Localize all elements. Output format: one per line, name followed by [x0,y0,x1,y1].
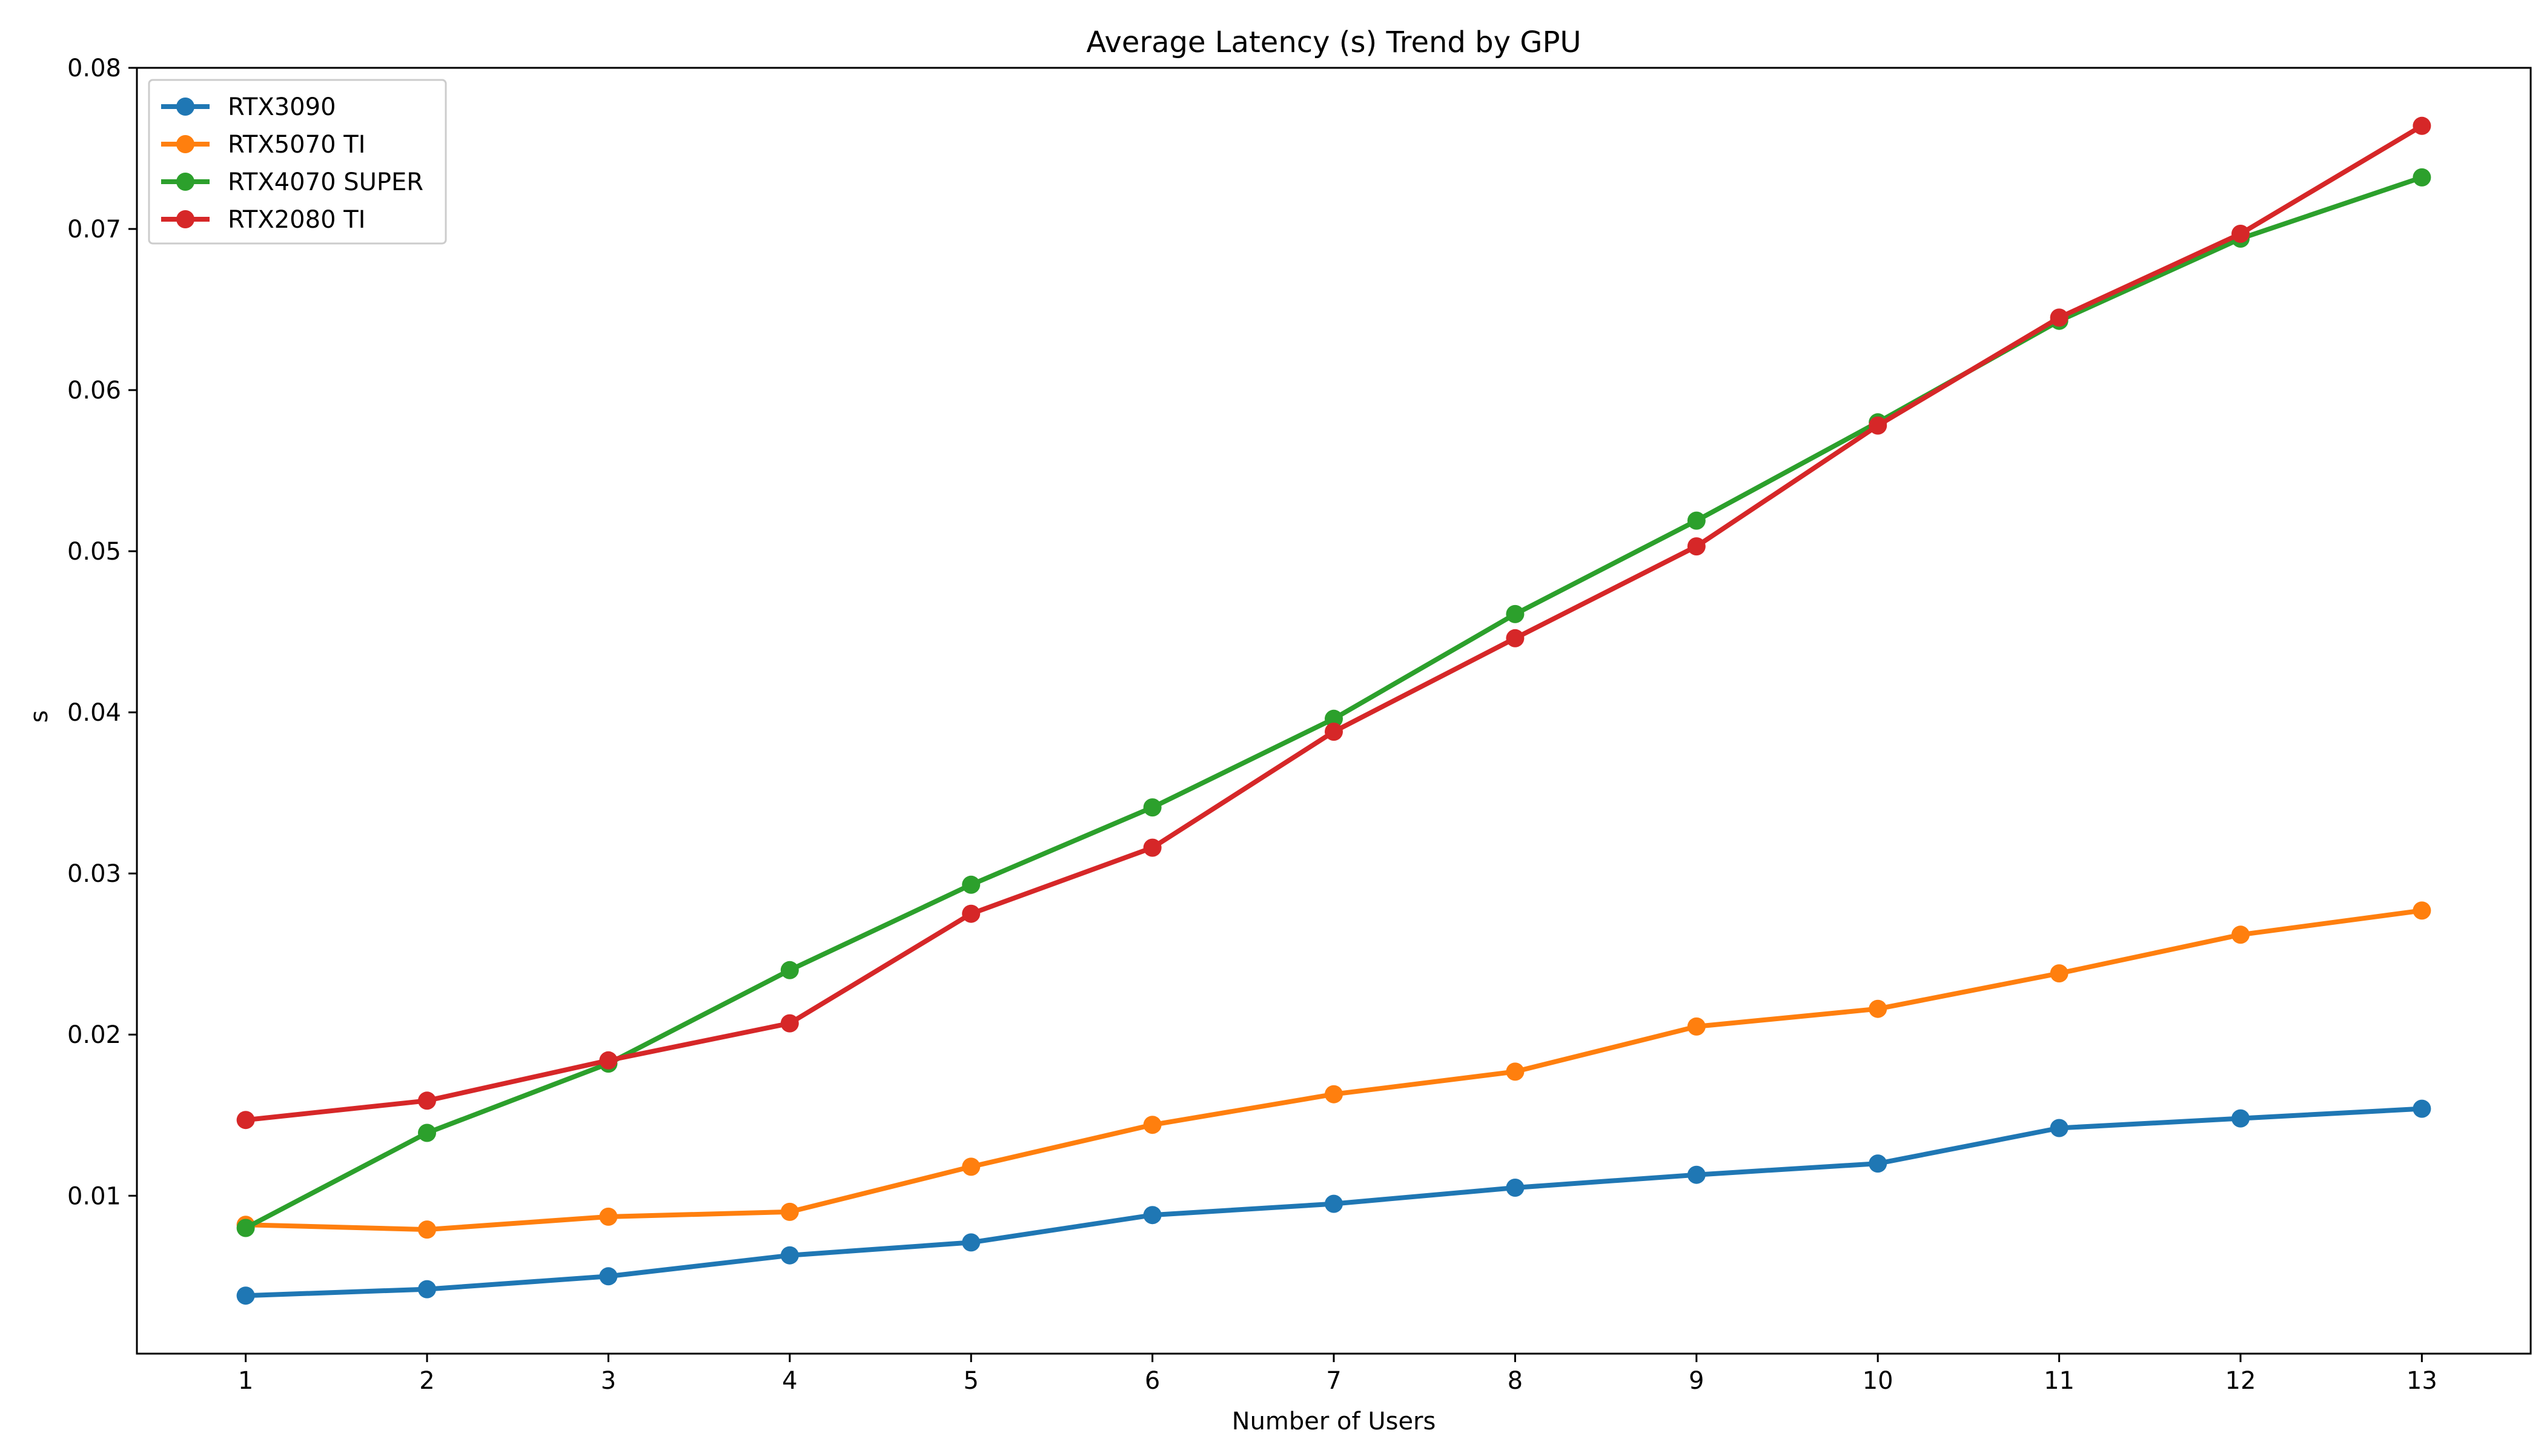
data-point [962,1157,981,1176]
x-tick-label: 12 [2225,1367,2256,1395]
x-tick-label: 1 [238,1367,253,1395]
y-tick-label: 0.01 [67,1182,121,1210]
data-point [780,1202,799,1221]
data-point [2413,1099,2431,1118]
y-tick-label: 0.03 [67,860,121,888]
legend-item: RTX3090 [161,93,336,121]
data-point [599,1267,618,1286]
data-point [1687,1017,1706,1036]
x-tick-label: 4 [782,1367,797,1395]
data-point [236,1286,255,1305]
data-point [1325,1194,1343,1213]
x-tick-label: 7 [1326,1367,1341,1395]
y-axis-label: s [25,710,53,723]
data-point [1325,709,1343,728]
x-tick-label: 10 [1863,1367,1893,1395]
series-rtx3090 [236,1099,2431,1305]
legend-marker [176,210,194,228]
x-tick-label: 5 [963,1367,978,1395]
legend-item: RTX5070 TI [161,131,365,159]
data-point [962,1233,981,1252]
legend-label: RTX4070 SUPER [228,168,423,196]
x-tick-label: 6 [1145,1367,1160,1395]
data-point [1869,416,1887,435]
data-point [780,1246,799,1265]
x-tick-label: 3 [601,1367,616,1395]
data-point [1687,537,1706,556]
x-tick-label: 9 [1689,1367,1704,1395]
data-point [2413,168,2431,187]
legend-item: RTX2080 TI [161,206,365,234]
y-tick-label: 0.02 [67,1021,121,1049]
legend-marker [176,135,194,153]
data-point [1506,629,1525,647]
data-point [2050,964,2069,983]
legend-box [148,79,447,245]
y-tick-label: 0.08 [67,55,121,82]
chart-title: Average Latency (s) Trend by GPU [1086,25,1581,59]
plot-area [236,116,2431,1305]
data-point [1143,798,1162,817]
legend-label: RTX3090 [228,93,336,121]
legend-marker [176,98,194,116]
data-point [418,1091,436,1110]
data-point [2231,1109,2250,1128]
data-point [1506,1062,1525,1081]
y-tick-label: 0.06 [67,377,121,405]
legend-label: RTX2080 TI [228,206,365,234]
data-point [2050,1119,2069,1137]
data-point [780,1014,799,1033]
data-point [599,1207,618,1226]
series-rtx5070-ti [236,901,2431,1239]
data-point [1869,1154,1887,1173]
axes: 1 2 3 4 5 6 7 8 9 10 11 12 130.010.020.030.040.050.0… [67,55,2532,1395]
data-point [2231,225,2250,243]
data-point [1325,723,1343,741]
y-tick-label: 0.04 [67,699,121,727]
y-tick-label: 0.07 [67,216,121,243]
y-tick-label: 0.05 [67,538,121,566]
data-point [1687,511,1706,530]
x-tick-label: 2 [419,1367,434,1395]
data-point [418,1280,436,1299]
data-point [2231,925,2250,944]
data-point [1869,999,1887,1018]
data-point [599,1051,618,1070]
data-point [962,875,981,894]
data-point [236,1111,255,1130]
x-tick-label: 13 [2407,1367,2437,1395]
series-rtx2080-ti [236,116,2431,1130]
legend-item: RTX4070 SUPER [161,168,423,196]
data-point [2413,116,2431,135]
legend: RTX3090 RTX5070 TI RTX4070 SUPER RTX2080 TI [148,79,447,245]
data-point [1143,1206,1162,1225]
data-point [236,1219,255,1237]
data-point [418,1123,436,1142]
data-point [418,1220,436,1239]
legend-marker [176,173,194,191]
data-point [962,904,981,923]
data-point [1506,1179,1525,1197]
data-point [1143,838,1162,857]
data-point [1325,1085,1343,1104]
data-point [1506,604,1525,623]
data-point [1687,1165,1706,1184]
data-point [2050,308,2069,327]
x-tick-label: 8 [1508,1367,1523,1395]
legend-label: RTX5070 TI [228,131,365,159]
data-point [780,961,799,979]
x-axis-label: Number of Users [1232,1408,1436,1435]
x-tick-label: 11 [2044,1367,2075,1395]
data-point [2413,901,2431,920]
data-point [1143,1116,1162,1134]
